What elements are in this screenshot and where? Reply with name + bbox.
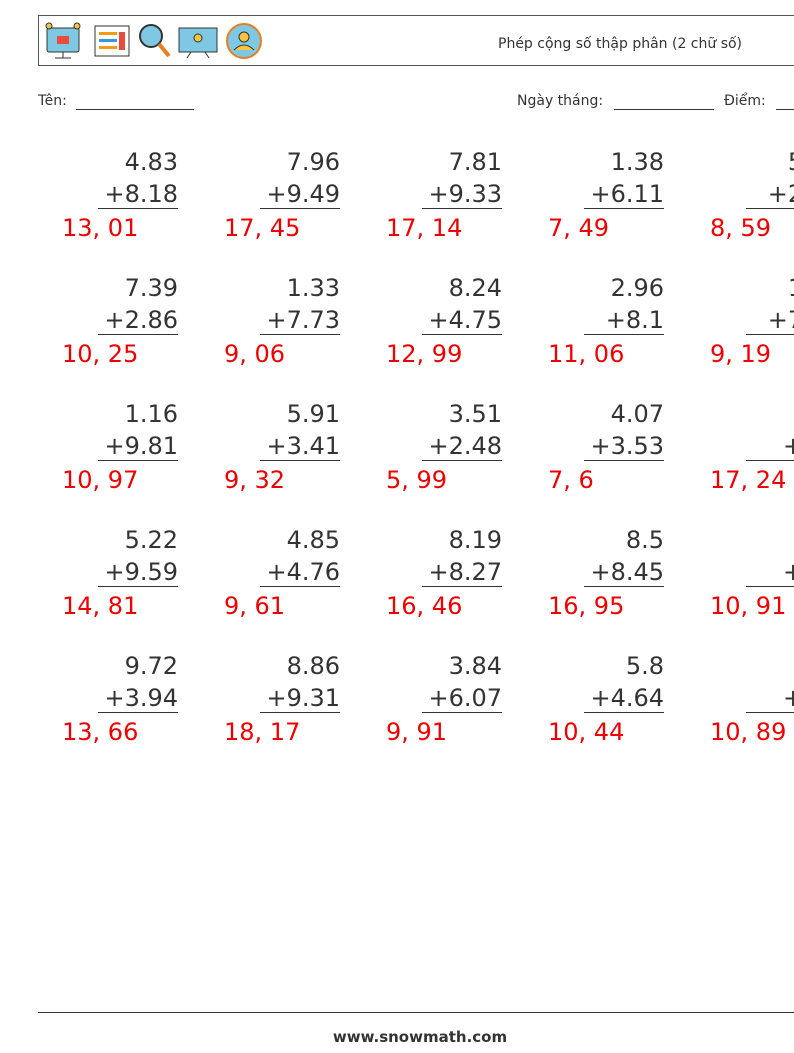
answer: 17, 24 [710, 466, 787, 494]
worksheet-title: Phép cộng số thập phân (2 chữ số) [498, 36, 743, 52]
addend-top: 9.72 [124, 652, 178, 680]
addend-bottom: +2.6 [746, 180, 794, 209]
date-line [614, 109, 714, 110]
addend-top: 8.5 [625, 526, 664, 554]
answer: 10, 97 [62, 466, 139, 494]
addend-bottom: +8.1 [584, 306, 664, 335]
header-icons [45, 22, 262, 59]
name-line [76, 109, 194, 110]
addend-top: 3.51 [448, 400, 502, 428]
addend-top: 5.91 [286, 400, 340, 428]
addend-bottom: +9.49 [260, 180, 340, 209]
answer: 17, 14 [386, 214, 463, 242]
addend-bottom: +9.59 [98, 558, 178, 587]
addend-bottom: +9.81 [98, 432, 178, 461]
answer: 17, 45 [224, 214, 301, 242]
addend-top: 2.96 [610, 274, 664, 302]
addend-top: 5.9 [788, 148, 794, 176]
addend-bottom: +4.75 [422, 306, 502, 335]
addend-bottom: +4.64 [584, 684, 664, 713]
addend-bottom: +3.53 [584, 432, 664, 461]
addend-top: 5.22 [124, 526, 178, 554]
answer: 9, 19 [710, 340, 772, 368]
addend-bottom: +4.76 [260, 558, 340, 587]
addend-bottom: +8.27 [422, 558, 502, 587]
answer: 10, 44 [548, 718, 625, 746]
addend-top: 1.4 [788, 274, 794, 302]
addend-top: 8.19 [448, 526, 502, 554]
addend-bottom: +8.18 [98, 180, 178, 209]
addend-top: 1.38 [610, 148, 664, 176]
name-label: Tên: [38, 93, 67, 109]
answer: 13, 01 [62, 214, 139, 242]
answer: 9, 91 [386, 718, 448, 746]
answer: 10, 89 [710, 718, 787, 746]
answer: 14, 81 [62, 592, 139, 620]
answer: 9, 32 [224, 466, 286, 494]
addend-top: 8.24 [448, 274, 502, 302]
addend-bottom: +3.41 [260, 432, 340, 461]
addend-top: 5.8 [625, 652, 664, 680]
addend-bottom: +8.45 [584, 558, 664, 587]
addend-bottom: +8. [746, 684, 794, 713]
addend-top: 1.33 [286, 274, 340, 302]
addend-bottom: +4. [746, 558, 794, 587]
answer: 10, 91 [710, 592, 787, 620]
answer: 18, 17 [224, 718, 301, 746]
addend-top: 8.86 [286, 652, 340, 680]
answer: 7, 6 [548, 466, 594, 494]
score-label: Điểm: [724, 93, 766, 109]
addend-bottom: +2.86 [98, 306, 178, 335]
addend-top: 3.84 [448, 652, 502, 680]
answer: 16, 46 [386, 592, 463, 620]
addend-top: 7.39 [124, 274, 178, 302]
addend-top: 1.16 [124, 400, 178, 428]
addend-bottom: +3.94 [98, 684, 178, 713]
answer: 5, 99 [386, 466, 448, 494]
answer: 13, 66 [62, 718, 139, 746]
addend-bottom: +8. [746, 432, 794, 461]
header-box [38, 15, 794, 66]
addend-bottom: +7.7 [746, 306, 794, 335]
answer: 9, 61 [224, 592, 286, 620]
footer-line [38, 1012, 794, 1013]
addend-top: 7.81 [448, 148, 502, 176]
answer: 16, 95 [548, 592, 625, 620]
addend-bottom: +6.07 [422, 684, 502, 713]
answer: 7, 49 [548, 214, 610, 242]
addend-bottom: +2.48 [422, 432, 502, 461]
answer: 11, 06 [548, 340, 625, 368]
footer-site: www.snowmath.com [332, 1028, 508, 1046]
addend-bottom: +6.11 [584, 180, 664, 209]
addend-bottom: +9.31 [260, 684, 340, 713]
addend-bottom: +7.73 [260, 306, 340, 335]
score-line [776, 109, 794, 110]
answer: 9, 06 [224, 340, 286, 368]
addend-top: 7.96 [286, 148, 340, 176]
addend-top: 4.83 [124, 148, 178, 176]
answer: 8, 59 [710, 214, 772, 242]
answer: 12, 99 [386, 340, 463, 368]
addend-top: 4.07 [610, 400, 664, 428]
addend-top: 4.85 [286, 526, 340, 554]
answer: 10, 25 [62, 340, 139, 368]
addend-bottom: +9.33 [422, 180, 502, 209]
date-label: Ngày tháng: [517, 93, 604, 109]
